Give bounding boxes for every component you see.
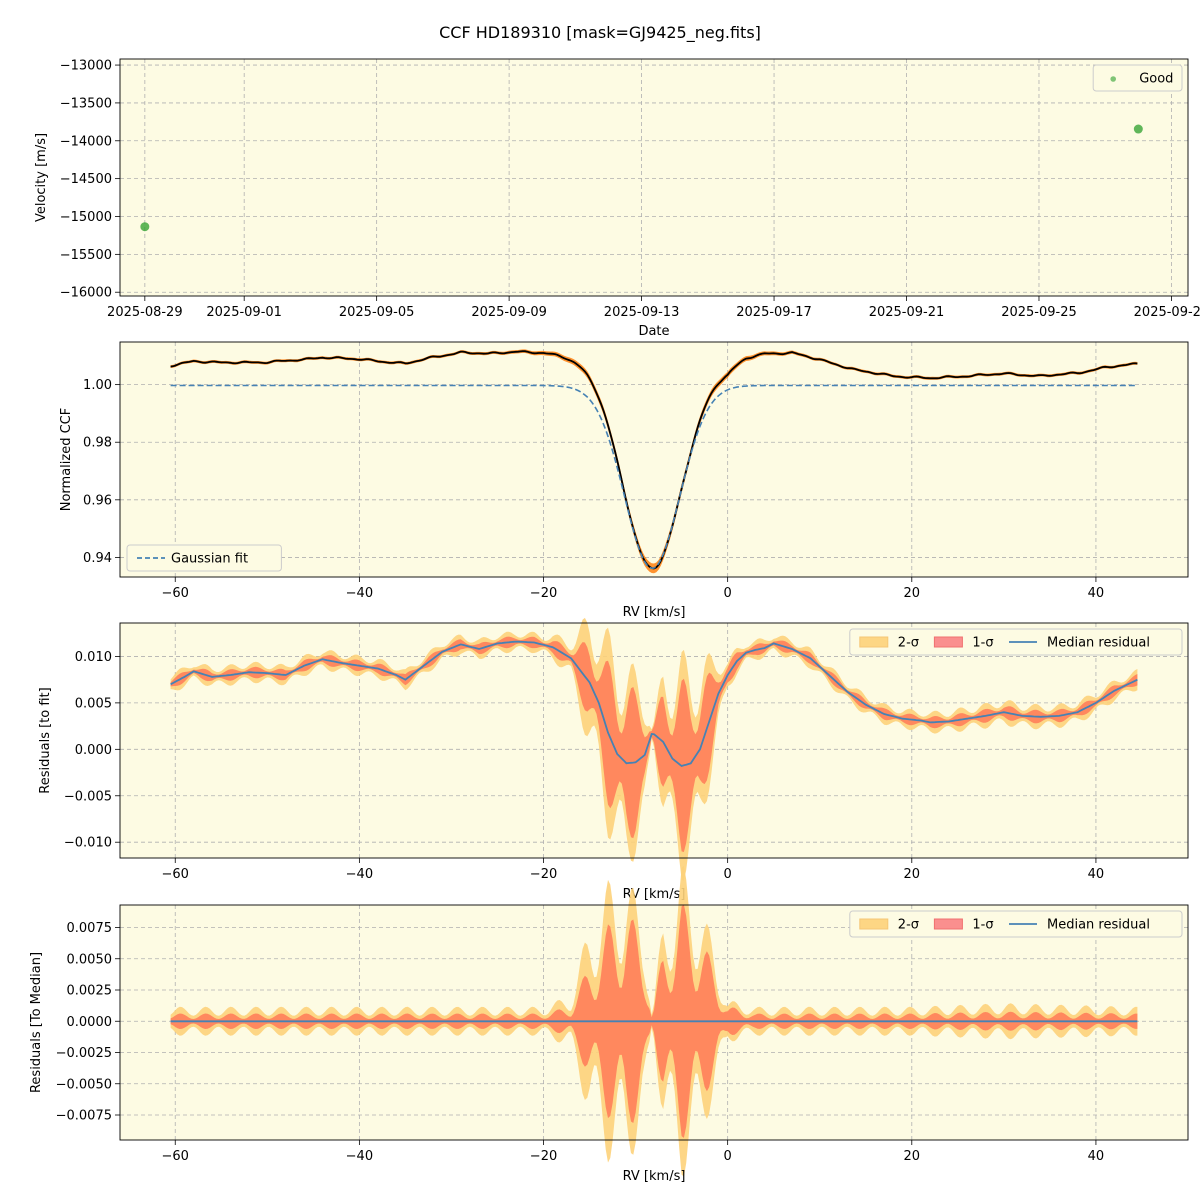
x-tick-label: 2025-09-17 [736, 305, 812, 320]
legend-label: Good [1139, 72, 1173, 87]
legend-patch [933, 918, 963, 930]
x-tick-label: 40 [1088, 586, 1105, 601]
y-tick-label: −0.010 [64, 836, 112, 851]
x-tick-label: 2025-09-09 [471, 305, 547, 320]
x-tick-label: −20 [530, 1149, 557, 1164]
x-tick-label: −40 [346, 1149, 373, 1164]
grid-lines [120, 59, 1188, 296]
x-tick-label: 2025-09-29 [1134, 305, 1200, 320]
y-tick-label: −13500 [60, 96, 112, 111]
residuals-to-fit-panel: −60 −40 −20 0 20 40 0.010 0.005 0.000 −0.005 −0.01… [38, 617, 1189, 902]
residuals-to-median-panel: −60 −40 −20 0 20 40 0.0075 0.0050 0.0025 0.0000 −0… [29, 865, 1189, 1184]
plot-area [120, 342, 1188, 577]
x-tick-label: 0 [724, 867, 732, 882]
y-tick-label: 0.96 [83, 493, 112, 508]
legend-label: Gaussian fit [171, 552, 248, 567]
legend-label: 2-σ [898, 918, 919, 933]
x-axis-label: Date [638, 324, 669, 339]
legend: Gaussian fit [126, 544, 282, 572]
legend: 2-σ 1-σ Median residual [849, 910, 1183, 938]
y-tick-label: 0.0075 [67, 921, 113, 936]
x-tick-label: 20 [904, 867, 921, 882]
x-tick-label: 20 [904, 586, 921, 601]
axes-frame [119, 904, 1189, 1141]
axes-frame [119, 622, 1189, 859]
y-tick-label: −0.0075 [56, 1109, 112, 1124]
legend-label: 2-σ [898, 636, 919, 651]
plot-area [120, 59, 1188, 296]
y-tick-label: −14500 [60, 172, 112, 187]
y-tick-label: −0.005 [64, 789, 112, 804]
legend-box [1092, 64, 1183, 92]
x-tick-label: −40 [346, 586, 373, 601]
data-point-good [140, 222, 150, 232]
x-tick-label: 2025-09-01 [206, 305, 282, 320]
legend: Good [1092, 64, 1183, 92]
x-tick-label: 20 [904, 1149, 921, 1164]
y-tick-label: −0.0050 [56, 1077, 112, 1092]
y-tick-label: 0.98 [83, 436, 112, 451]
x-tick-label: 2025-09-25 [1001, 305, 1077, 320]
y-tick-label: 0.000 [75, 743, 112, 758]
y-tick-label: −15500 [60, 248, 112, 263]
y-tick-label: 1.00 [83, 378, 112, 393]
x-tick-label: 0 [724, 1149, 732, 1164]
y-axis-label: Velocity [m/s] [34, 133, 49, 222]
x-tick-label: −20 [530, 867, 557, 882]
x-axis-label: RV [km/s] [623, 887, 686, 902]
y-tick-label: −16000 [60, 286, 112, 301]
legend-label: 1-σ [972, 636, 993, 651]
legend-box [126, 544, 282, 572]
legend-patch [859, 636, 889, 648]
y-axis-label: Residuals [To Median] [29, 952, 44, 1093]
data-point-good [1133, 124, 1143, 134]
legend-label: Median residual [1047, 918, 1150, 933]
median-residual-line [170, 640, 1138, 767]
grid-lines [120, 342, 1188, 577]
legend-patch [933, 636, 963, 648]
x-tick-label: 2025-08-29 [107, 305, 183, 320]
legend-label: Median residual [1047, 636, 1150, 651]
x-tick-label: 2025-09-05 [339, 305, 415, 320]
y-tick-label: 0.0000 [67, 1015, 113, 1030]
x-axis-label: RV [km/s] [623, 605, 686, 620]
x-tick-label: −60 [162, 1149, 189, 1164]
y-tick-label: 0.94 [83, 551, 112, 566]
y-axis-label: Normalized CCF [59, 408, 74, 512]
y-tick-label: 0.0025 [67, 984, 113, 999]
y-tick-label: −0.0025 [56, 1046, 112, 1061]
y-tick-label: 0.005 [75, 696, 112, 711]
x-tick-label: 40 [1088, 1149, 1105, 1164]
y-tick-label: −13000 [60, 59, 112, 74]
y-tick-label: −15000 [60, 210, 112, 225]
x-tick-label: −20 [530, 586, 557, 601]
x-tick-label: 2025-09-21 [869, 305, 945, 320]
gaussian-fit-line [170, 384, 1138, 570]
x-axis-label: RV [km/s] [623, 1169, 686, 1184]
velocity-panel: 2025-08-29 2025-09-01 2025-09-05 2025-09-09… [34, 58, 1200, 339]
figure-title: CCF HD189310 [mask=GJ9425_neg.fits] [439, 23, 761, 43]
normalized-ccf-panel: −60 −40 −20 0 20 40 0.94 0.96 0.98 1.00 RV [km/s] N… [59, 341, 1189, 620]
x-tick-label: −40 [346, 867, 373, 882]
y-axis-label: Residuals [to fit] [38, 687, 53, 793]
axes-frame [119, 341, 1189, 578]
x-tick-label: 40 [1088, 867, 1105, 882]
x-tick-label: 2025-09-13 [604, 305, 680, 320]
y-tick-label: 0.010 [75, 650, 112, 665]
y-tick-label: −14000 [60, 134, 112, 149]
legend-marker [1110, 76, 1116, 82]
legend-label: 1-σ [972, 918, 993, 933]
x-tick-label: 0 [724, 586, 732, 601]
legend-patch [859, 918, 889, 930]
axes-frame [119, 58, 1189, 297]
x-tick-label: −60 [162, 586, 189, 601]
y-tick-label: 0.0050 [67, 952, 113, 967]
legend: 2-σ 1-σ Median residual [849, 628, 1183, 656]
x-tick-label: −60 [162, 867, 189, 882]
